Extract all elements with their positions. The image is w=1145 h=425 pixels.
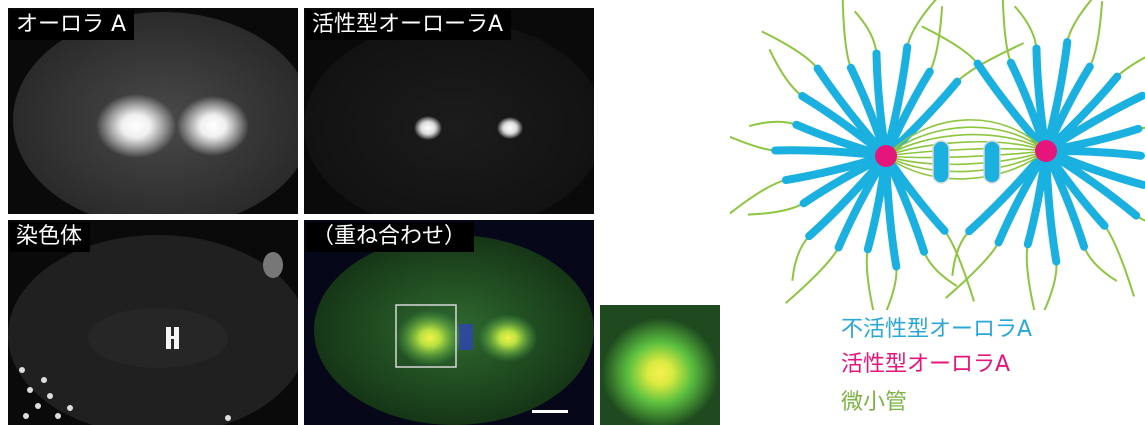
microtubule-line bbox=[841, 0, 852, 69]
microtubule-line bbox=[1001, 0, 1012, 64]
microtubule-line bbox=[785, 246, 840, 304]
microtubule-line bbox=[1083, 246, 1118, 282]
chromosome-label: 染色体 bbox=[10, 222, 91, 252]
aurora-a-micrograph bbox=[13, 12, 298, 214]
microtubule-line bbox=[747, 202, 805, 216]
aster-ray bbox=[1042, 147, 1141, 220]
aster-ray bbox=[1042, 147, 1089, 251]
spindle-fiber bbox=[885, 150, 1047, 159]
chromosome-right bbox=[983, 140, 1001, 184]
aster-ray bbox=[872, 49, 890, 160]
microtubule-line bbox=[1025, 244, 1036, 310]
chromosome-micrograph bbox=[8, 235, 298, 425]
microtubule-line bbox=[885, 266, 898, 310]
aster-ray bbox=[882, 152, 929, 256]
microtubule-line bbox=[748, 120, 797, 128]
aster-ray bbox=[813, 64, 890, 160]
microtubule-line bbox=[865, 249, 875, 310]
active-aurora-a-micrograph bbox=[304, 21, 594, 214]
spindle-fiber bbox=[885, 126, 1047, 157]
aster-ray bbox=[781, 152, 890, 185]
merge-label: （重ね合わせ） bbox=[306, 222, 475, 252]
zoom-inset-panel bbox=[600, 305, 720, 425]
spindle-fiber bbox=[885, 150, 1047, 166]
aster-ray bbox=[973, 59, 1050, 155]
microtubule-line bbox=[1103, 225, 1135, 297]
spindle-fiber bbox=[885, 150, 1047, 173]
right-pole bbox=[1035, 140, 1057, 162]
aurora-a-label: オーロラ A bbox=[10, 10, 135, 40]
microtubule-line bbox=[1066, 0, 1093, 43]
chromosomes bbox=[932, 140, 1001, 184]
aster-ray bbox=[965, 147, 1050, 236]
microtubule-line bbox=[943, 230, 975, 302]
aster-ray bbox=[805, 152, 890, 241]
spindle-fiber bbox=[885, 119, 1047, 157]
merge-panel: （重ね合わせ） bbox=[304, 220, 594, 425]
aster-ray bbox=[1042, 91, 1145, 155]
spindle-fiber bbox=[885, 147, 1047, 157]
spindle-diagram bbox=[730, 0, 1145, 310]
microtubule-line bbox=[730, 179, 787, 215]
aster-rays bbox=[771, 38, 1145, 271]
legend-inactive-aurora-a: 不活性型オーロラA bbox=[841, 317, 1033, 342]
chromosome-left bbox=[932, 140, 950, 184]
microtubule-line bbox=[791, 235, 810, 281]
microtubule-line bbox=[768, 48, 803, 97]
legend-microtubule: 微小管 bbox=[841, 390, 908, 415]
aster-ray bbox=[1032, 44, 1050, 155]
chromosome-panel: 染色体 bbox=[8, 220, 298, 425]
active-aurora-a-panel: 活性型オーローラA bbox=[304, 8, 594, 214]
microtubule-line bbox=[1116, 56, 1145, 78]
microtubule-line bbox=[1088, 1, 1104, 68]
aurora-a-panel: オーロラ A bbox=[8, 8, 298, 214]
microtubule-line bbox=[906, 0, 937, 48]
microtubule-line bbox=[1043, 261, 1058, 310]
microtubule-line bbox=[853, 10, 878, 54]
spindle-fiber bbox=[885, 133, 1047, 157]
spindle-fibers bbox=[885, 119, 1047, 180]
legend-active-aurora-a: 活性型オーロラA bbox=[841, 352, 1011, 377]
merge-micrograph bbox=[304, 220, 594, 425]
active-aurora-a-label: 活性型オーローラA bbox=[306, 10, 512, 40]
spindle-fiber bbox=[885, 141, 1047, 157]
spindle-fiber bbox=[885, 150, 1047, 180]
zoom-inset-micrograph bbox=[600, 305, 720, 425]
microtubule-line bbox=[730, 135, 776, 152]
left-pole bbox=[875, 145, 897, 167]
microtubule-line bbox=[928, 6, 944, 73]
microtubule-line bbox=[923, 251, 958, 287]
microtubule-line bbox=[945, 241, 1000, 299]
microtubule-line bbox=[921, 25, 979, 65]
microtubule-line bbox=[1013, 5, 1038, 49]
microtubule-line bbox=[951, 230, 970, 276]
